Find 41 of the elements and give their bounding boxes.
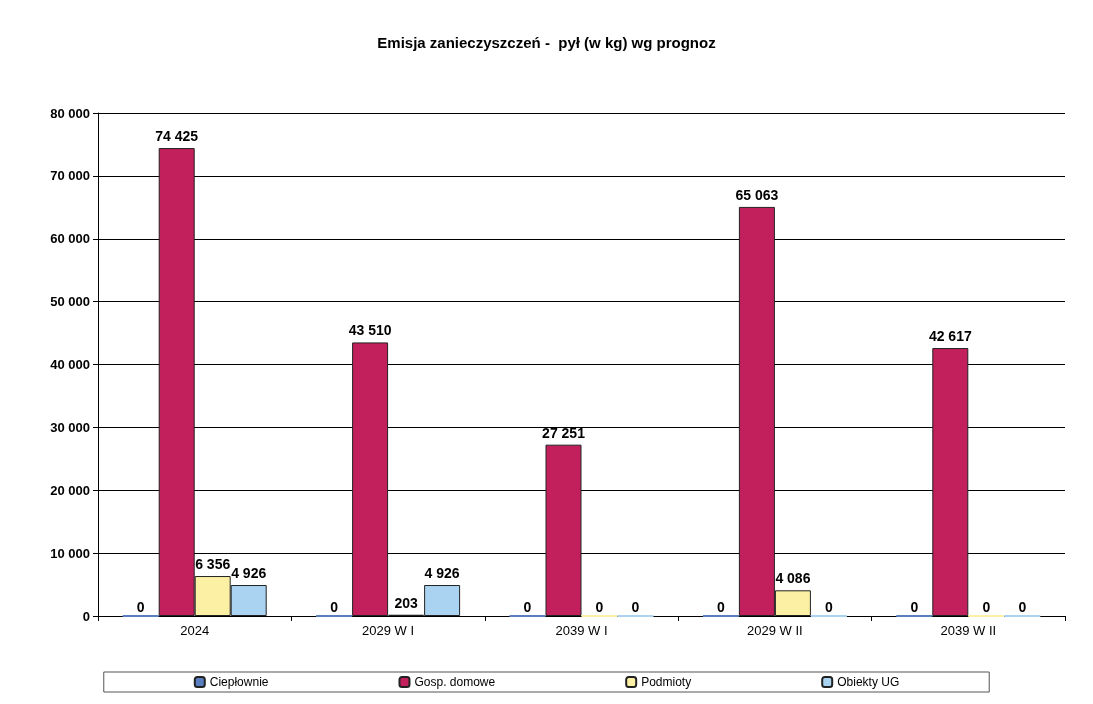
y-tick-label: 20 000 [50, 482, 90, 498]
data-label: 43 510 [348, 322, 392, 339]
bar [932, 348, 969, 616]
data-label: 0 [595, 599, 604, 615]
data-label: 4 926 [424, 565, 460, 582]
data-label: 74 425 [155, 128, 199, 145]
y-tick-label: 40 000 [50, 357, 90, 372]
data-label: 203 [394, 594, 418, 611]
legend-label: Obiekty UG [837, 675, 900, 689]
y-tick-label: 0 [82, 608, 90, 624]
legend-label: Ciepłownie [209, 675, 269, 689]
data-label: 27 251 [542, 424, 586, 441]
x-tick-label: 2039 W II [940, 623, 997, 638]
data-label: 0 [717, 599, 725, 615]
y-tick-label: 50 000 [50, 294, 90, 310]
data-label: 0 [136, 599, 145, 615]
data-label: 65 063 [735, 186, 779, 203]
data-label: 4 926 [231, 565, 267, 582]
data-label: 0 [910, 599, 919, 615]
data-label: 6 356 [195, 556, 231, 573]
x-tick-label: 2029 W I [362, 623, 415, 638]
data-label: 0 [825, 599, 833, 615]
y-tick-label: 30 000 [50, 419, 90, 435]
x-tick-label: 2024 [180, 623, 210, 638]
data-label: 4 086 [775, 570, 811, 587]
data-label: 42 617 [928, 328, 972, 345]
legend-label: Podmioty [641, 675, 692, 689]
data-label: 0 [982, 599, 991, 615]
bar [545, 444, 582, 616]
y-tick-label: 10 000 [50, 545, 90, 561]
data-label: 0 [631, 599, 640, 615]
y-tick-label: 70 000 [50, 168, 90, 184]
data-label: 0 [1018, 599, 1027, 615]
x-tick-label: 2039 W I [555, 623, 608, 638]
y-tick-label: 60 000 [50, 231, 90, 247]
data-label: 0 [330, 599, 339, 615]
chart-title: Emisja zanieczyszczeń - pył (w kg) wg prognoz [377, 34, 716, 51]
y-tick-label: 80 000 [50, 105, 90, 121]
x-tick-label: 2029 W II [747, 623, 803, 638]
data-label: 0 [523, 599, 532, 615]
legend-label: Gosp. domowe [414, 675, 496, 689]
